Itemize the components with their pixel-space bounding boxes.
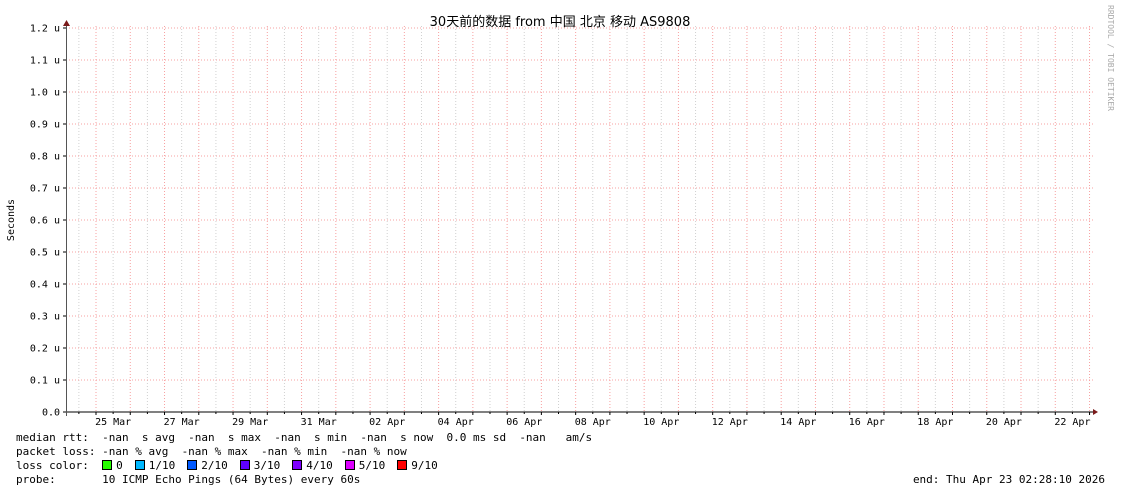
loss-color-item: 5/10 (344, 459, 386, 472)
y-tick-label: 0.3 u (30, 312, 60, 323)
loss-color-swatch (134, 460, 145, 470)
y-axis-arrow-icon (63, 20, 70, 26)
x-tick-label: 22 Apr (1054, 417, 1090, 428)
median-rtt-line: median rtt: -nan s avg -nan s max -nan s… (16, 431, 593, 444)
chart-title: 30天前的数据 from 中国 北京 移动 AS9808 (430, 14, 691, 30)
x-tick-label: 31 Mar (301, 417, 337, 428)
loss-color-value: 4/10 (306, 459, 333, 472)
loss-color-value: 0 (116, 459, 123, 472)
y-tick-label: 0.6 u (30, 216, 60, 227)
x-tick-label: 20 Apr (986, 417, 1022, 428)
x-tick-label: 02 Apr (369, 417, 405, 428)
x-tick-label: 27 Mar (164, 417, 200, 428)
loss-color-item: 4/10 (292, 459, 333, 472)
loss-color-item: 1/10 (134, 459, 176, 472)
loss-color-swatch (397, 460, 408, 470)
grid (63, 26, 1095, 415)
y-tick-label: 0.8 u (30, 152, 60, 163)
x-tick-label: 18 Apr (917, 417, 953, 428)
y-tick-label: 0.7 u (30, 184, 60, 195)
end-time: end: Thu Apr 23 02:28:10 2026 (912, 473, 1105, 486)
y-tick-label: 0.1 u (30, 376, 60, 387)
x-tick-label: 29 Mar (232, 417, 268, 428)
x-tick-label: 16 Apr (849, 417, 885, 428)
loss-color-value: 5/10 (358, 459, 386, 472)
x-tick-label: 08 Apr (575, 417, 611, 428)
loss-color-label: loss color: (16, 459, 103, 472)
loss-color-legend: loss color: 0 1/10 2/10 3/10 4/10 5/10 9/10 (16, 459, 450, 473)
loss-color-swatch (292, 460, 303, 470)
loss-color-value: 3/10 (253, 459, 281, 472)
y-tick-label: 0.5 u (30, 248, 60, 259)
loss-color-value: 1/10 (148, 459, 176, 472)
y-tick-label: 0.4 u (30, 280, 60, 291)
axes (63, 20, 1098, 416)
loss-color-swatch (344, 460, 355, 470)
loss-color-item: 3/10 (239, 459, 281, 472)
y-tick-label: 0.9 u (30, 120, 60, 131)
x-tick-label: 25 Mar (95, 417, 131, 428)
loss-color-value: 9/10 (411, 459, 438, 472)
x-tick-label: 14 Apr (780, 417, 816, 428)
loss-color-swatch (239, 460, 250, 470)
x-tick-label: 12 Apr (712, 417, 748, 428)
probe-line: probe: 10 ICMP Echo Pings (64 Bytes) eve… (16, 473, 361, 486)
loss-color-swatch (102, 460, 113, 470)
loss-color-swatch (187, 460, 198, 470)
y-tick-label: 0.2 u (30, 344, 60, 355)
loss-color-item: 9/10 (397, 459, 438, 472)
x-ticks: 25 Mar 27 Mar 29 Mar 31 Mar 02 Apr 04 Apr 06 A… (95, 417, 1090, 428)
y-ticks: 0.0 0.1 u 0.2 u 0.3 u 0.4 u 0.5 u 0.6 u 0.7 u 0.… (30, 24, 60, 419)
loss-color-value: 2/10 (201, 459, 228, 472)
y-tick-label: 1.1 u (30, 56, 60, 67)
x-tick-label: 10 Apr (643, 417, 679, 428)
x-axis-arrow-icon (1093, 409, 1098, 415)
loss-color-item: 0 (102, 459, 123, 472)
x-tick-label: 06 Apr (506, 417, 542, 428)
y-tick-label: 0.0 (42, 408, 60, 419)
y-axis-label: Seconds (6, 199, 17, 241)
watermark: RRDTOOL / TOBI OETIKER (1106, 5, 1115, 111)
packet-loss-line: packet loss: -nan % avg -nan % max -nan … (16, 445, 407, 458)
y-tick-label: 1.2 u (30, 24, 60, 35)
x-tick-label: 04 Apr (438, 417, 474, 428)
y-tick-label: 1.0 u (30, 88, 60, 99)
loss-color-item: 2/10 (187, 459, 228, 472)
